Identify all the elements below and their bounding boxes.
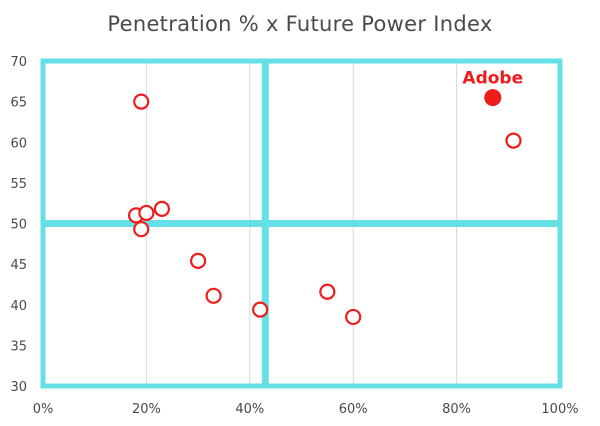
data-point-highlight [484,89,502,107]
y-tick-label: 40 [10,299,27,314]
data-point [345,308,362,326]
y-tick-label: 70 [10,55,27,70]
x-tick-label: 20% [132,402,161,417]
y-tick-label: 60 [10,136,27,151]
y-tick-label: 45 [10,258,27,273]
data-point [133,93,150,110]
chart-title: Penetration % x Future Power Index [107,12,493,36]
data-point [205,287,222,304]
x-tick-label: 100% [541,402,578,417]
data-point [252,301,269,318]
x-tick-label: 60% [339,402,368,417]
x-tick-label: 0% [33,402,54,417]
data-point [138,204,155,222]
data-point [319,283,336,300]
data-point [190,252,207,269]
data-point [153,200,171,217]
data-point [133,221,150,238]
y-tick-label: 50 [10,218,27,233]
data-point [505,132,522,149]
x-tick-label: 40% [235,402,264,417]
y-tick-label: 35 [10,339,27,354]
y-tick-label: 55 [10,177,27,192]
y-tick-label: 30 [10,380,27,395]
data-point-label: Adobe [462,69,523,89]
x-tick-label: 80% [442,402,471,417]
y-tick-label: 65 [10,96,27,111]
